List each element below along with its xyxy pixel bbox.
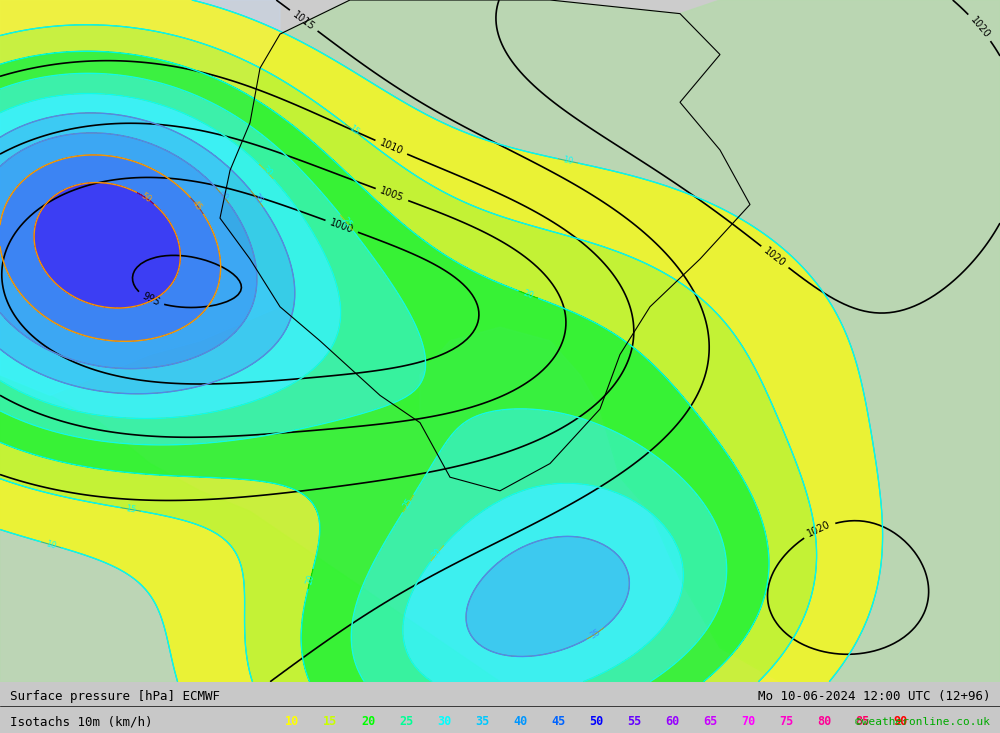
Text: 40: 40 (513, 715, 527, 728)
Text: Surface pressure [hPa] ECMWF: Surface pressure [hPa] ECMWF (10, 690, 220, 702)
Text: 30: 30 (437, 715, 451, 728)
Text: 35: 35 (250, 192, 264, 206)
Polygon shape (420, 327, 600, 491)
Text: 30: 30 (430, 546, 444, 560)
Text: 1005: 1005 (379, 185, 405, 204)
Text: 45: 45 (190, 199, 204, 213)
Text: 1015: 1015 (291, 9, 317, 32)
Text: 55: 55 (627, 715, 641, 728)
Text: 1020: 1020 (968, 15, 992, 40)
Text: 1020: 1020 (762, 246, 788, 268)
Text: 60: 60 (665, 715, 679, 728)
Text: 20: 20 (305, 572, 316, 585)
Text: 20: 20 (522, 289, 535, 301)
Text: Isotachs 10m (km/h): Isotachs 10m (km/h) (10, 715, 152, 728)
Text: 50: 50 (139, 191, 153, 205)
Text: 65: 65 (703, 715, 717, 728)
Text: 75: 75 (779, 715, 793, 728)
Text: 25: 25 (399, 715, 413, 728)
Text: 1000: 1000 (328, 218, 355, 235)
Polygon shape (0, 375, 500, 682)
Text: 35: 35 (475, 715, 489, 728)
Text: 1020: 1020 (806, 520, 832, 539)
Text: 40: 40 (216, 188, 229, 202)
Text: 50: 50 (589, 715, 603, 728)
Text: 30: 30 (259, 164, 273, 178)
Text: 995: 995 (140, 291, 161, 308)
Text: 10: 10 (285, 715, 299, 728)
Polygon shape (220, 0, 750, 491)
Text: 20: 20 (361, 715, 375, 728)
Text: 25: 25 (402, 497, 415, 510)
Text: 15: 15 (125, 504, 137, 515)
Text: 1010: 1010 (378, 138, 404, 157)
Polygon shape (0, 0, 280, 395)
Polygon shape (600, 0, 1000, 682)
Text: ©weatheronline.co.uk: ©weatheronline.co.uk (855, 717, 990, 726)
Text: 90: 90 (893, 715, 907, 728)
Text: Mo 10-06-2024 12:00 UTC (12+96): Mo 10-06-2024 12:00 UTC (12+96) (758, 690, 990, 702)
Text: 80: 80 (817, 715, 831, 728)
Text: 15: 15 (323, 715, 337, 728)
Text: 10: 10 (45, 539, 57, 550)
Text: 45: 45 (551, 715, 565, 728)
Text: 85: 85 (855, 715, 869, 728)
Text: 70: 70 (741, 715, 755, 728)
Text: 15: 15 (346, 123, 360, 137)
Text: 25: 25 (340, 216, 353, 229)
Text: 10: 10 (562, 155, 574, 166)
Text: 35: 35 (589, 627, 603, 641)
